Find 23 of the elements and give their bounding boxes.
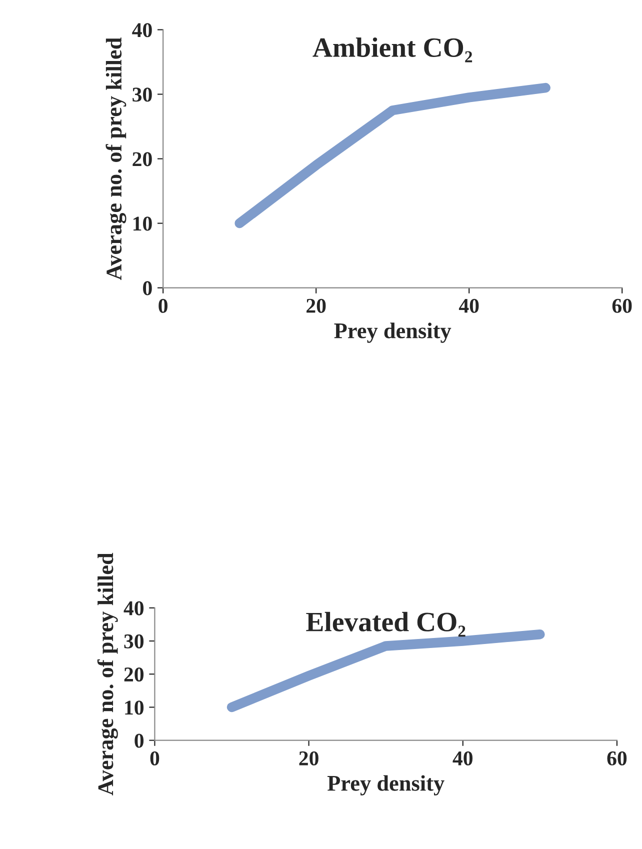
y-axis-title: Average no. of prey killed [106, 38, 126, 280]
y-tick-label: 30 [132, 88, 152, 102]
x-tick-label: 20 [299, 751, 318, 766]
chart-title: Ambient CO₂ [312, 37, 472, 62]
y-tick-label: 0 [143, 281, 152, 296]
y-tick-label: 30 [124, 634, 144, 648]
x-tick-label: 20 [306, 298, 326, 313]
y-tick-label: 40 [124, 601, 144, 616]
y-tick-label: 0 [134, 734, 144, 748]
y-axis-title: Average no. of prey killed [97, 552, 118, 796]
x-axis-title: Prey density [327, 775, 444, 796]
y-tick-label: 10 [125, 700, 144, 715]
x-tick-label: 40 [458, 298, 479, 313]
y-tick-label: 10 [133, 216, 152, 231]
y-tick-label: 20 [132, 152, 152, 166]
x-tick-label: 0 [158, 298, 168, 313]
x-tick-label: 60 [607, 751, 627, 766]
x-axis-title: Prey density [334, 322, 452, 343]
chart-title: Elevated CO₂ [306, 612, 466, 637]
y-tick-label: 20 [124, 667, 144, 682]
x-tick-label: 60 [612, 298, 632, 313]
x-tick-label: 40 [452, 751, 473, 766]
y-tick-label: 40 [132, 23, 152, 38]
